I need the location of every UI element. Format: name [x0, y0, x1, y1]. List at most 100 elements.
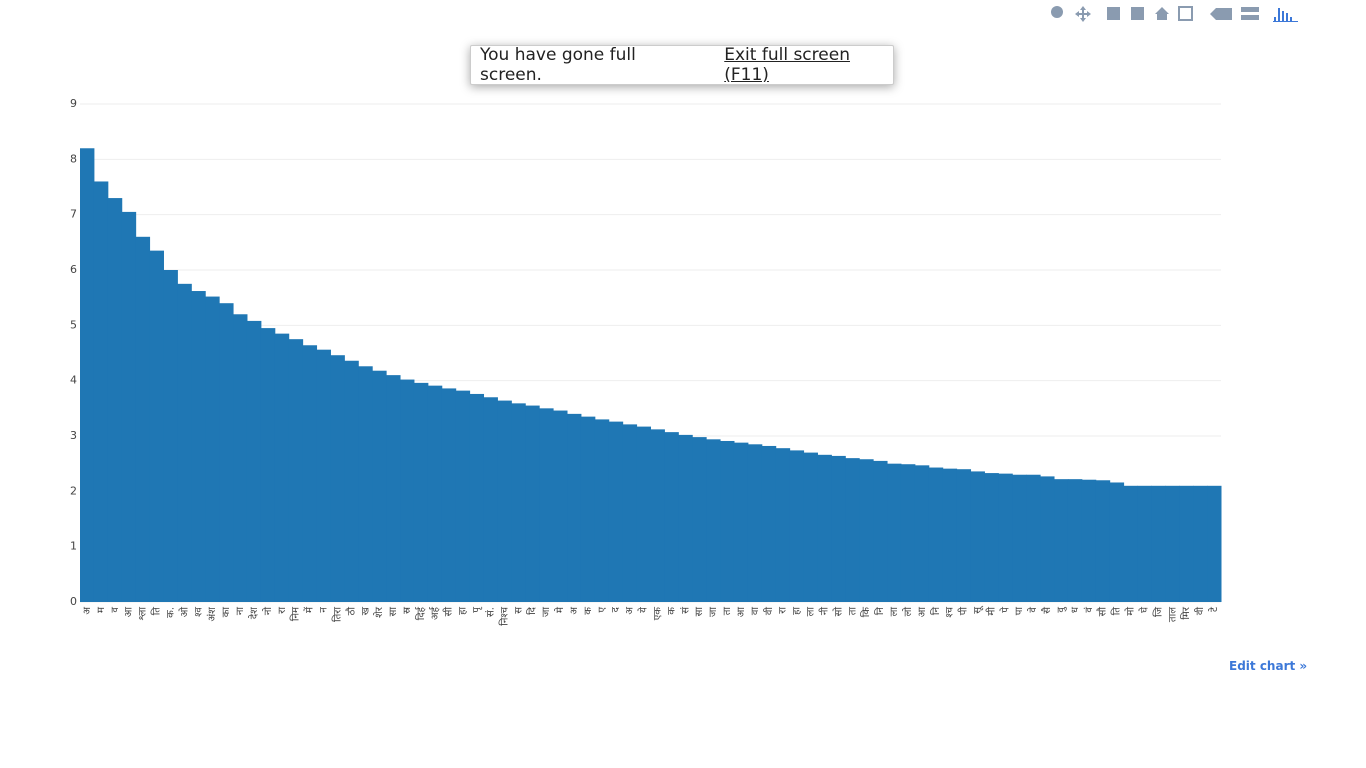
bar — [803, 452, 818, 602]
pan-button[interactable] — [1075, 6, 1091, 22]
bar — [664, 432, 679, 602]
x-tick-label: वी — [763, 607, 775, 616]
x-tick-label: ति — [151, 607, 163, 616]
bar — [1179, 485, 1194, 602]
x-tick-label: न — [319, 607, 330, 613]
bar — [427, 385, 443, 602]
bar — [859, 459, 874, 602]
bar — [316, 349, 331, 602]
bar — [302, 345, 318, 602]
bar — [775, 448, 791, 602]
bar — [873, 460, 888, 602]
y-tick-label: 9 — [70, 97, 77, 110]
x-tick-label: अ — [625, 607, 636, 615]
bar — [998, 473, 1013, 602]
x-tick-label: पा — [1014, 607, 1025, 616]
bar — [1054, 479, 1069, 602]
x-tick-label: सा — [694, 607, 705, 617]
x-tick-label: मिर — [1180, 606, 1192, 620]
x-tick-label: सै — [1041, 607, 1053, 614]
hover-compare-button[interactable] — [1241, 7, 1259, 12]
x-tick-label: नि — [874, 607, 886, 616]
x-tick-label: ध — [1070, 606, 1081, 613]
x-tick-label: हा — [458, 607, 469, 615]
bar — [525, 405, 540, 602]
x-tick-label: मे — [554, 606, 566, 613]
bar — [93, 181, 109, 602]
exit-fullscreen-link[interactable]: Exit full screen (F11) — [724, 45, 850, 85]
x-tick-label: द — [611, 606, 622, 612]
x-tick-label: मी — [985, 607, 997, 616]
bar — [1137, 485, 1152, 602]
bar — [1165, 485, 1180, 602]
y-tick-label: 1 — [70, 540, 77, 553]
bar — [413, 382, 429, 602]
bar — [344, 360, 359, 602]
zoom-in-button[interactable] — [1107, 7, 1120, 20]
bar — [553, 410, 568, 602]
hover-compare-button-part — [1241, 15, 1259, 20]
x-tick-label: आ — [917, 606, 928, 617]
x-tick-label: निम — [290, 606, 302, 621]
bar — [121, 211, 137, 602]
x-tick-label: नी — [818, 607, 830, 616]
x-tick-label: रा — [277, 607, 288, 614]
x-tick-label: श्च — [945, 606, 956, 617]
hover-closest-button[interactable] — [1210, 8, 1232, 20]
bar — [761, 445, 777, 602]
x-tick-label: स्र — [402, 607, 413, 614]
x-tick-label: क — [666, 607, 677, 615]
reset-button[interactable] — [1155, 7, 1169, 20]
bar — [80, 148, 95, 602]
x-tick-label: ता — [722, 607, 733, 616]
x-tick-label: ये — [638, 607, 650, 613]
x-tick-label: पे — [999, 607, 1011, 613]
x-tick-label: में — [304, 606, 316, 613]
x-tick-label: शेर — [373, 606, 385, 618]
x-tick-label: ताल — [1167, 607, 1178, 622]
bar — [928, 467, 944, 602]
bar — [984, 473, 999, 602]
x-tick-label: स — [513, 607, 524, 614]
toolbar — [1051, 6, 1298, 22]
x-tick-label: एक — [652, 607, 663, 621]
x-tick-label: लो — [902, 607, 914, 617]
x-tick-label: सा — [388, 607, 399, 617]
bar — [580, 416, 596, 602]
bar — [900, 464, 916, 602]
autoscale-button[interactable] — [1178, 6, 1193, 21]
x-tick-label: दि — [526, 606, 538, 615]
x-tick-label: ला — [889, 607, 900, 617]
zoom-button[interactable] — [1051, 6, 1063, 18]
bar — [567, 413, 582, 602]
x-tick-label: ना — [235, 607, 246, 616]
x-tick-label: आ — [124, 606, 135, 617]
bar — [1193, 485, 1208, 602]
bar — [469, 393, 485, 602]
plotly-logo[interactable] — [1273, 8, 1298, 22]
x-tick-label: ति — [1111, 607, 1123, 616]
bar — [747, 444, 763, 602]
zoom-out-button[interactable] — [1131, 7, 1144, 20]
x-tick-label: जा — [541, 607, 552, 617]
bar — [887, 463, 902, 602]
bar — [358, 366, 373, 602]
bar — [622, 424, 638, 602]
x-tick-label: सं. — [484, 607, 496, 617]
x-tick-label: घे — [1138, 606, 1150, 613]
bar — [692, 437, 707, 602]
bar — [191, 291, 206, 602]
bar — [205, 296, 220, 602]
x-tick-label: देश — [248, 607, 260, 619]
bar — [386, 375, 401, 602]
x-tick-label: वा — [750, 607, 761, 616]
x-tick-label: कि — [860, 607, 872, 618]
x-tick-label: व — [110, 607, 121, 613]
edit-chart-link[interactable]: Edit chart » — [1229, 659, 1308, 673]
bar — [483, 397, 498, 602]
x-tick-label: दिर्ह — [415, 606, 427, 620]
x-tick-label: ला — [806, 607, 817, 617]
fullscreen-notification: You have gone full screen. Exit full scr… — [470, 45, 894, 85]
bar — [831, 455, 846, 602]
bar — [246, 320, 262, 602]
